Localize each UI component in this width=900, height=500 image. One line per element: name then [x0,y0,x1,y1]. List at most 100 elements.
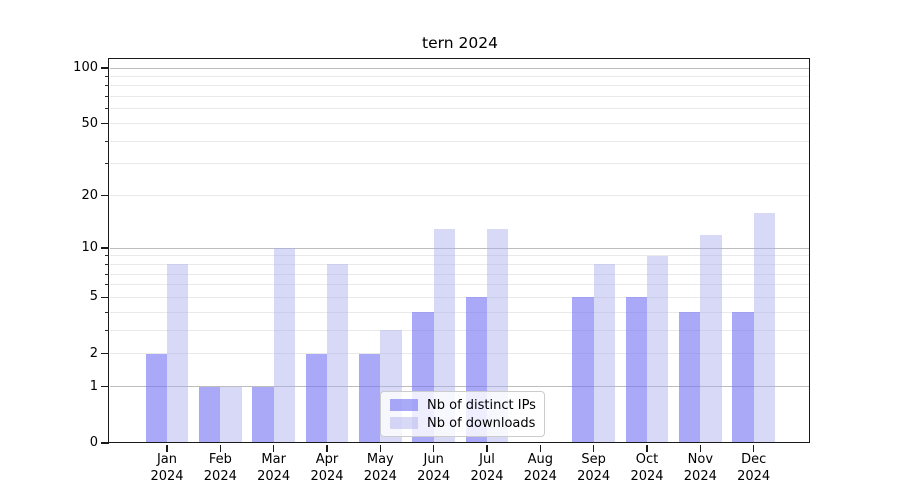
y-minor-tick-30 [104,163,109,165]
bars-layer [110,60,810,443]
gridline-5 [110,296,810,298]
gridline-3 [110,329,810,331]
x-tick-mark-nov-2024 [699,444,702,452]
x-tick-label-aug-2024: Aug 2024 [523,452,557,484]
bar-nb-of-distinct-ips-oct-2024 [625,297,647,443]
y-tick-mark-2 [101,353,109,355]
y-minor-tick-3 [104,329,109,331]
gridline-4 [110,311,810,313]
bar-nb-of-distinct-ips-feb-2024 [199,386,221,443]
y-minor-tick-80 [104,85,109,87]
gridline-10 [110,247,810,249]
y-minor-tick-9 [104,255,109,257]
bar-nb-of-distinct-ips-sep-2024 [572,297,594,443]
gridline-50 [110,123,810,125]
x-tick-label-sep-2024: Sep 2024 [577,452,611,484]
bar-nb-of-distinct-ips-apr-2024 [305,353,327,443]
legend-label-distinct-ips: Nb of distinct IPs [427,397,536,413]
gridline-30 [110,163,810,165]
y-tick-label-1: 1 [89,378,98,394]
bar-nb-of-distinct-ips-nov-2024 [679,312,701,443]
y-minor-tick-40 [104,140,109,142]
y-tick-label-5: 5 [89,289,98,305]
x-tick-label-feb-2024: Feb 2024 [203,452,237,484]
gridline-60 [110,108,810,110]
y-minor-tick-7 [104,273,109,275]
legend-item-distinct-ips: Nb of distinct IPs [381,398,544,413]
x-tick-label-mar-2024: Mar 2024 [257,452,291,484]
y-tick-label-100: 100 [73,60,98,75]
gridline-90 [110,75,810,77]
bar-nb-of-distinct-ips-jan-2024 [145,353,167,443]
x-tick-mark-may-2024 [379,444,382,452]
x-tick-mark-sep-2024 [592,444,595,452]
y-tick-mark-20 [101,194,109,197]
bar-nb-of-downloads-sep-2024 [593,264,615,443]
bar-nb-of-downloads-apr-2024 [326,264,349,443]
gridline-70 [110,96,810,98]
gridline-100 [110,67,810,69]
bar-nb-of-downloads-mar-2024 [273,248,295,443]
y-tick-mark-5 [101,296,109,299]
x-tick-label-apr-2024: Apr 2024 [310,452,344,484]
gridline-9 [110,255,810,257]
gridline-6 [110,284,810,286]
x-tick-label-may-2024: May 2024 [363,452,397,484]
gridline-20 [110,195,810,197]
bar-nb-of-downloads-nov-2024 [700,234,722,443]
gridline-8 [110,263,810,265]
y-minor-tick-4 [104,311,109,313]
bar-nb-of-downloads-oct-2024 [646,255,669,443]
x-tick-mark-dec-2024 [752,444,755,452]
x-tick-label-oct-2024: Oct 2024 [630,452,664,484]
y-tick-label-50: 50 [81,115,98,131]
y-minor-tick-60 [104,108,109,110]
y-tick-mark-0 [101,442,109,444]
legend-swatch-distinct-ips [390,398,418,412]
x-tick-mark-oct-2024 [646,444,648,452]
x-tick-mark-feb-2024 [219,444,222,452]
y-tick-mark-100 [101,67,109,69]
bar-nb-of-distinct-ips-may-2024 [359,353,381,443]
gridline-80 [110,85,810,87]
y-minor-tick-8 [104,263,109,265]
x-tick-label-dec-2024: Dec 2024 [737,452,771,484]
x-tick-label-jan-2024: Jan 2024 [150,452,184,484]
bar-nb-of-downloads-jun-2024 [433,228,455,443]
gridline-7 [110,273,810,275]
y-minor-tick-70 [104,96,109,98]
y-tick-mark-50 [101,122,109,125]
x-tick-mark-apr-2024 [326,444,328,452]
x-tick-label-jun-2024: Jun 2024 [417,452,451,484]
y-tick-label-20: 20 [81,187,98,203]
gridlines-layer [110,60,810,443]
legend-label-downloads: Nb of downloads [427,415,536,431]
x-tick-label-jul-2024: Jul 2024 [470,452,504,484]
x-tick-mark-mar-2024 [272,444,275,452]
gridline-1 [110,386,810,388]
bar-nb-of-downloads-dec-2024 [753,212,775,443]
x-tick-mark-jun-2024 [432,444,435,452]
y-tick-mark-1 [101,385,109,388]
x-tick-label-nov-2024: Nov 2024 [683,452,717,484]
x-tick-mark-aug-2024 [539,444,542,452]
y-tick-label-2: 2 [89,345,98,361]
x-tick-mark-jul-2024 [486,444,488,452]
bar-nb-of-distinct-ips-mar-2024 [252,386,274,443]
y-tick-label-10: 10 [81,240,98,256]
plot-area [110,60,810,443]
bar-nb-of-downloads-jan-2024 [167,264,189,443]
chart-title: tern 2024 [422,34,498,52]
y-minor-tick-90 [104,75,109,77]
y-minor-tick-6 [104,284,109,286]
bar-nb-of-distinct-ips-dec-2024 [732,312,754,443]
legend-item-downloads: Nb of downloads [381,416,544,431]
bar-nb-of-downloads-feb-2024 [220,386,242,443]
y-tick-label-0: 0 [89,435,98,450]
bar-nb-of-downloads-jul-2024 [486,228,509,443]
y-tick-mark-10 [101,247,109,249]
legend: Nb of distinct IPs Nb of downloads [380,391,545,437]
gridline-40 [110,140,810,142]
gridline-2 [110,353,810,355]
